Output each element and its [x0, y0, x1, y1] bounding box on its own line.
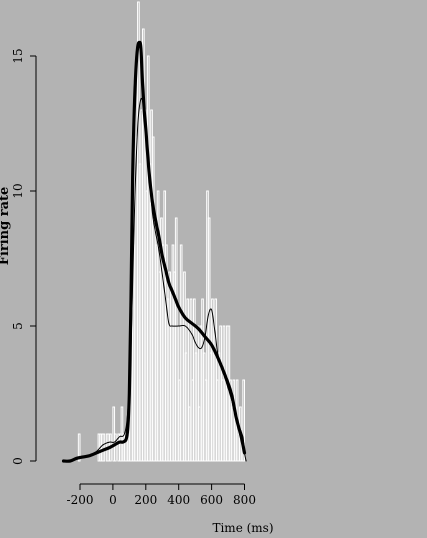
- smoothed-curves: [61, 40, 247, 463]
- x-tick-label: 0: [109, 493, 117, 507]
- y-tick-label: 0: [11, 457, 25, 465]
- x-tick-label: 400: [167, 493, 190, 507]
- y-tick-label: 15: [11, 48, 25, 63]
- histogram-bar: [242, 379, 246, 462]
- thin-curve: [63, 97, 247, 462]
- x-tick-label: 200: [134, 493, 157, 507]
- x-tick-label: -200: [67, 493, 94, 507]
- y-tick-label: 5: [11, 322, 25, 330]
- histogram-bar: [186, 298, 190, 462]
- y-tick-label: 10: [11, 183, 25, 198]
- x-tick-label: 600: [200, 493, 223, 507]
- x-axis-label: Time (ms): [212, 521, 273, 535]
- histogram-bar: [114, 433, 117, 462]
- x-tick-label: 800: [233, 493, 256, 507]
- histogram-bar: [102, 433, 106, 462]
- axes: -200 0 200 400 600 800 0 5 10 15: [11, 48, 256, 507]
- y-axis-label: Firing rate: [0, 187, 12, 266]
- thick-curve: [61, 40, 247, 463]
- histogram-bar: [77, 433, 81, 462]
- histogram-bars: [77, 1, 246, 462]
